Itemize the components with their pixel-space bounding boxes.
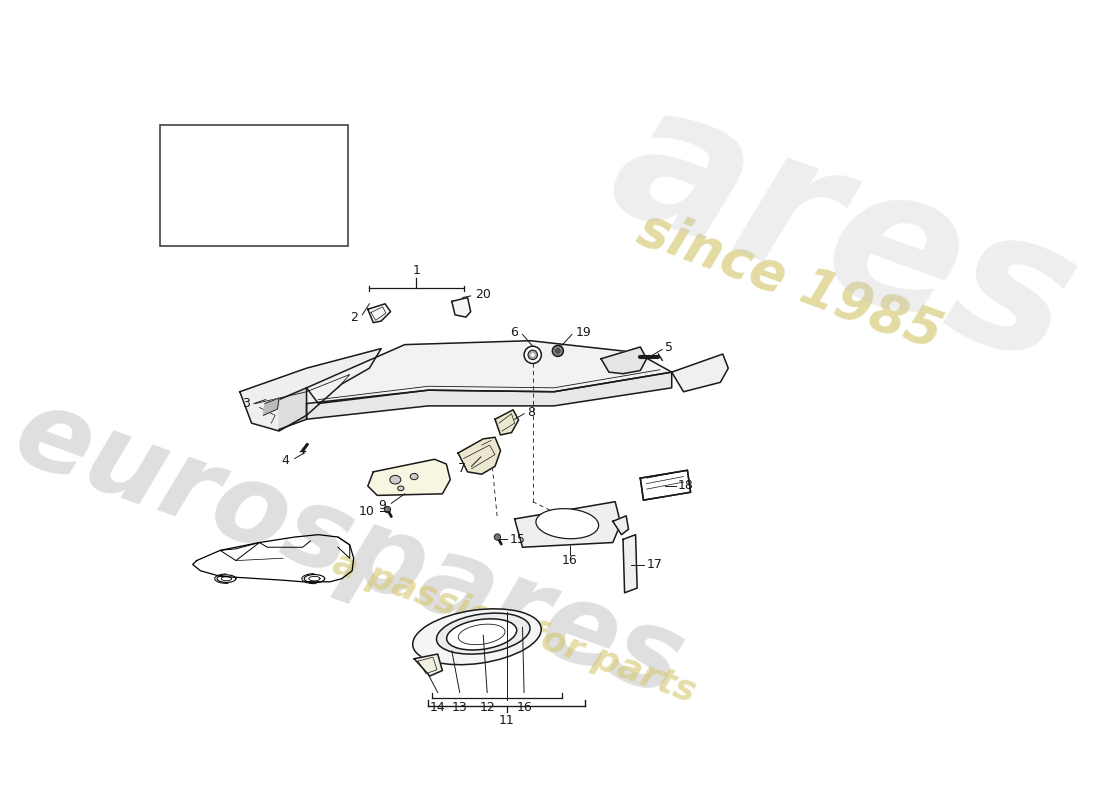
Text: 19: 19	[576, 326, 592, 338]
Text: 17: 17	[647, 558, 662, 571]
Circle shape	[524, 346, 541, 363]
Polygon shape	[601, 347, 647, 374]
Text: 5: 5	[666, 342, 673, 354]
Text: 20: 20	[475, 288, 492, 301]
Polygon shape	[240, 349, 382, 431]
Polygon shape	[452, 298, 471, 317]
Circle shape	[528, 350, 538, 359]
Circle shape	[494, 534, 501, 540]
Text: 13: 13	[452, 701, 468, 714]
Text: 11: 11	[499, 714, 515, 726]
Text: eurospares: eurospares	[1, 378, 698, 719]
Text: since 1985: since 1985	[630, 202, 948, 361]
Ellipse shape	[397, 486, 404, 490]
Polygon shape	[367, 459, 450, 495]
Polygon shape	[307, 372, 672, 419]
Polygon shape	[515, 502, 620, 547]
Circle shape	[552, 346, 563, 357]
Text: ares: ares	[590, 65, 1100, 404]
Circle shape	[531, 354, 535, 357]
Text: 12: 12	[480, 701, 495, 714]
Text: 3: 3	[242, 397, 250, 410]
Text: 14: 14	[430, 701, 446, 714]
Text: 8: 8	[527, 406, 536, 418]
Polygon shape	[623, 534, 637, 593]
Polygon shape	[307, 341, 672, 403]
Polygon shape	[495, 410, 518, 435]
Bar	[160, 125, 349, 246]
Ellipse shape	[437, 613, 530, 654]
Polygon shape	[458, 438, 500, 474]
Text: 2: 2	[350, 310, 358, 324]
Polygon shape	[414, 654, 442, 676]
Ellipse shape	[447, 619, 517, 650]
Text: 16: 16	[516, 701, 532, 714]
Text: 15: 15	[510, 533, 526, 546]
Ellipse shape	[410, 474, 418, 480]
Polygon shape	[672, 354, 728, 392]
Circle shape	[384, 506, 390, 513]
Ellipse shape	[412, 609, 541, 665]
Polygon shape	[613, 516, 628, 534]
Text: 16: 16	[562, 554, 578, 567]
Ellipse shape	[389, 475, 400, 484]
Polygon shape	[367, 304, 390, 322]
Text: 9: 9	[378, 499, 386, 512]
Circle shape	[556, 349, 560, 354]
Polygon shape	[279, 388, 307, 430]
Ellipse shape	[536, 509, 598, 538]
Text: 4: 4	[282, 454, 289, 467]
Text: 6: 6	[510, 326, 518, 338]
Text: 10: 10	[359, 505, 374, 518]
Text: 18: 18	[678, 479, 694, 493]
Polygon shape	[640, 470, 691, 500]
Polygon shape	[263, 398, 279, 415]
Text: a passion for parts: a passion for parts	[329, 546, 701, 709]
Text: 7: 7	[458, 462, 466, 475]
Text: 1: 1	[412, 263, 420, 277]
